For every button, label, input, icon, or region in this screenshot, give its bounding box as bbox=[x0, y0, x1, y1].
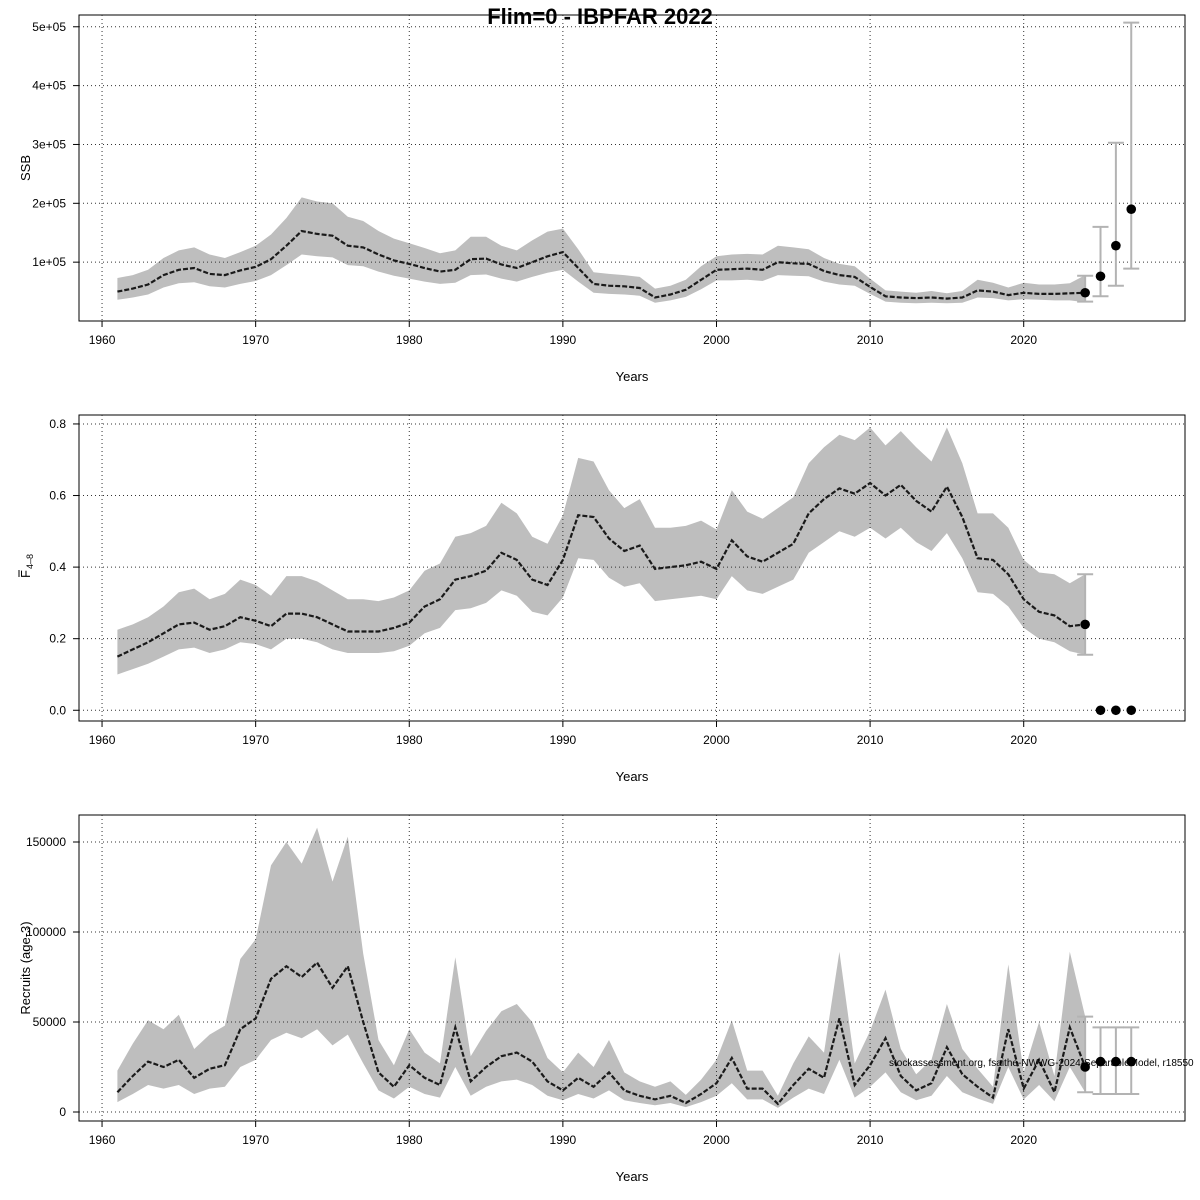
fbar-x-tick-label: 1990 bbox=[550, 733, 577, 747]
ssb-y-tick-label: 2e+05 bbox=[32, 196, 66, 210]
ssb-confidence-band bbox=[117, 197, 1086, 304]
rec-plot-area: 1960 1970 1980 1990 2000 2010 2020 0 50000 100000… bbox=[26, 815, 1185, 1147]
ssb-x-tick-label: 1960 bbox=[89, 333, 116, 347]
rec-x-tick-label: 1960 bbox=[89, 1133, 116, 1147]
rec-x-tick-label: 2000 bbox=[703, 1133, 730, 1147]
ssb-y-tick-label: 4e+05 bbox=[32, 79, 66, 93]
panel-recruits-frame bbox=[78, 814, 1186, 1122]
fbar-plot-area: 1960 1970 1980 1990 2000 2010 2020 0.0 0.2 0.4 0.6… bbox=[49, 415, 1185, 747]
fbar-projection-point bbox=[1095, 705, 1106, 716]
rec-x-tick-label: 2010 bbox=[857, 1133, 884, 1147]
ssb-x-axis-label: Years bbox=[616, 369, 649, 384]
rec-estimate-line bbox=[116, 960, 1087, 1106]
ssb-plot-area: 1960 1970 1980 1990 2000 2010 2020 1e+05 2e+05 3e… bbox=[32, 15, 1185, 347]
fbar-x-tick-label: 1980 bbox=[396, 733, 423, 747]
ssb-x-tick-label: 2010 bbox=[857, 333, 884, 347]
rec-y-tick-label: 50000 bbox=[33, 1015, 67, 1029]
recruits-annotation: stockassessment.org, fsaithe-NWWG-2024-S… bbox=[889, 1058, 1194, 1069]
ssb-y-tick-label: 1e+05 bbox=[32, 255, 66, 269]
fbar-estimate-line bbox=[116, 481, 1086, 658]
fbar-x-tick-label: 2010 bbox=[857, 733, 884, 747]
fbar-x-tick-label: 2000 bbox=[703, 733, 730, 747]
ssb-projection-point bbox=[1095, 271, 1106, 282]
ssb-x-tick-label: 2000 bbox=[703, 333, 730, 347]
fbar-y-tick-label: 0.0 bbox=[49, 703, 66, 717]
ssb-y-tick-label: 5e+05 bbox=[32, 20, 66, 34]
rec-projection-point bbox=[1095, 1056, 1106, 1067]
figure-title: Flim=0 - IBPFAR 2022 bbox=[487, 4, 713, 29]
ssb-x-tick-label: 1980 bbox=[396, 333, 423, 347]
panel-fbar-frame bbox=[78, 414, 1186, 722]
ssb-y-tick-label: 3e+05 bbox=[32, 137, 66, 151]
fbar-y-tick-label: 0.6 bbox=[49, 489, 66, 503]
fbar-projection-point bbox=[1080, 619, 1090, 630]
fbar-y-axis-label: F 4–8 bbox=[18, 554, 35, 578]
ssb-projection-point bbox=[1080, 287, 1090, 298]
fbar-projection-point bbox=[1111, 705, 1121, 716]
rec-x-tick-label: 1980 bbox=[396, 1133, 423, 1147]
rec-y-tick-label: 0 bbox=[59, 1105, 66, 1119]
rec-projection-point bbox=[1080, 1062, 1090, 1072]
ssb-projection-point bbox=[1126, 204, 1137, 214]
fbar-y-axis-label-main: F bbox=[18, 570, 33, 578]
fbar-y-tick-label: 0.8 bbox=[49, 417, 66, 431]
fbar-y-axis-label-sub: 4–8 bbox=[25, 554, 35, 569]
rec-y-tick-label: 150000 bbox=[26, 835, 66, 849]
fbar-y-tick-label: 0.4 bbox=[49, 560, 66, 574]
rec-x-tick-label: 1970 bbox=[242, 1133, 269, 1147]
fbar-y-tick-label: 0.2 bbox=[49, 632, 66, 646]
ssb-y-axis-label: SSB bbox=[18, 155, 33, 181]
panel-ssb-frame bbox=[78, 14, 1186, 322]
rec-x-tick-label: 2020 bbox=[1010, 1133, 1037, 1147]
ssb-projection-point bbox=[1111, 240, 1121, 251]
fbar-x-axis-label: Years bbox=[616, 769, 649, 784]
panel-fbar: Years F 4–8 bbox=[18, 414, 1186, 784]
ssb-x-tick-label: 1990 bbox=[550, 333, 577, 347]
rec-projection-point bbox=[1126, 1056, 1137, 1067]
fbar-x-tick-label: 2020 bbox=[1010, 733, 1037, 747]
fbar-projection-point bbox=[1126, 705, 1137, 716]
fbar-x-tick-label: 1960 bbox=[89, 733, 116, 747]
ssb-x-tick-label: 2020 bbox=[1010, 333, 1037, 347]
rec-y-tick-label: 100000 bbox=[26, 925, 66, 939]
ssb-estimate-line bbox=[117, 229, 1086, 300]
rec-projection-point bbox=[1111, 1056, 1121, 1067]
rec-x-tick-label: 1990 bbox=[550, 1133, 577, 1147]
panel-recruits: Years Recruits (age-3) bbox=[18, 814, 1186, 1184]
panel-ssb: Years bbox=[78, 14, 1186, 384]
ssb-x-tick-label: 1970 bbox=[242, 333, 269, 347]
recruits-y-axis-label: Recruits (age-3) bbox=[18, 921, 33, 1014]
recruits-x-axis-label: Years bbox=[616, 1169, 649, 1184]
fbar-x-tick-label: 1970 bbox=[242, 733, 269, 747]
fbar-confidence-band bbox=[117, 427, 1086, 675]
